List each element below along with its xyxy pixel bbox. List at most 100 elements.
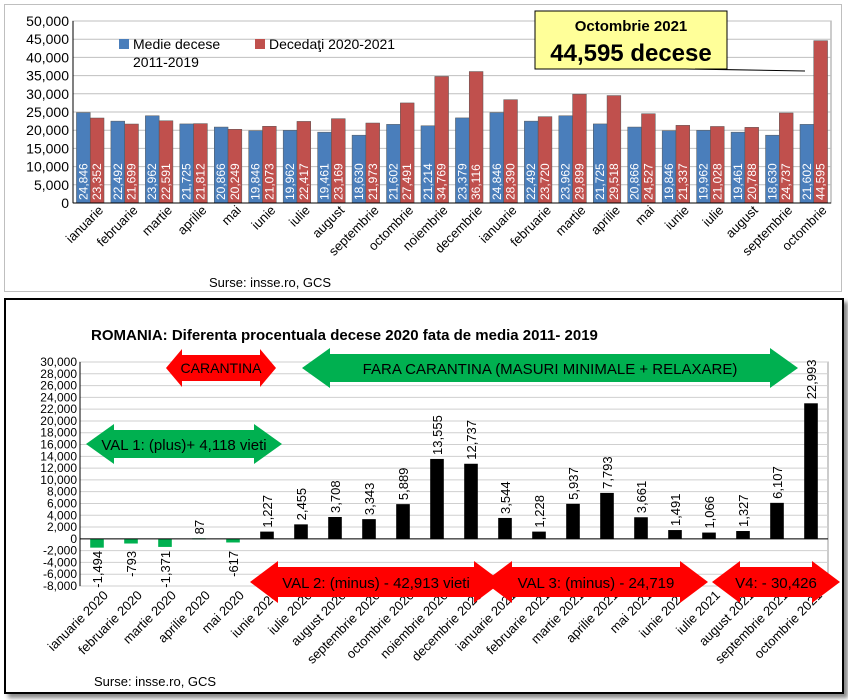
y-tick-label: 2,000: [47, 520, 77, 534]
y-tick-label: 40,000: [26, 49, 69, 65]
y-tick-label: -2,000: [43, 544, 77, 558]
data-label: 20,788: [745, 163, 759, 200]
source-note: Surse: insse.ro, GCS: [209, 275, 331, 290]
y-tick-label: 35,000: [26, 68, 69, 84]
data-label: 24,846: [490, 163, 504, 200]
fara-carantina-arrow: [302, 348, 798, 388]
data-label: 21,337: [676, 163, 690, 200]
data-label: 44,595: [814, 163, 828, 200]
bar-difference: [226, 538, 240, 543]
data-label: 21,973: [366, 163, 380, 200]
x-tick-label: mai: [219, 202, 244, 227]
fara-carantina-label: FARA CARANTINA (MASURI MINIMALE + RELAXA…: [363, 361, 738, 378]
legend-label-deceased: Decedaţi 2020-2021: [269, 36, 395, 52]
y-tick-label: 5,000: [34, 177, 69, 193]
data-label: 21,812: [193, 163, 207, 200]
data-label: 21,602: [386, 163, 400, 200]
val2-label: VAL 2: (minus) - 42,913 vieti: [282, 575, 470, 592]
val3-arrow: [484, 561, 708, 603]
data-label: 3,343: [362, 483, 377, 516]
carantina-arrow: [166, 349, 276, 387]
bar-difference: [362, 519, 376, 539]
y-tick-label: 6,000: [47, 496, 77, 510]
top-chart-panel: 0 5,000 10,000 15,000 20,000 25,000 30,000 35,0…: [4, 4, 842, 292]
callout-box: [534, 10, 806, 72]
bar-difference: [634, 517, 648, 539]
bar-difference: [430, 458, 444, 539]
y-tick-label: 20,000: [26, 122, 69, 138]
data-label: 22,591: [159, 163, 173, 200]
y-tick-label: 0: [61, 195, 69, 211]
data-label: 3,661: [634, 481, 649, 514]
data-label: 27,491: [400, 163, 414, 200]
bar-difference: [600, 492, 614, 539]
bar-difference: [498, 517, 512, 539]
data-label: 5,889: [396, 468, 411, 501]
data-label: 23,962: [559, 163, 573, 200]
data-label: 21,028: [710, 163, 724, 200]
y-tick-label: 24,000: [40, 390, 77, 404]
val1-arrow: [86, 424, 282, 464]
y-tick-label: -4,000: [43, 555, 77, 569]
data-label: 12,737: [464, 420, 479, 460]
x-tick-label: mai: [632, 202, 657, 227]
data-label: -793: [124, 551, 139, 577]
data-label: 28,390: [504, 163, 518, 200]
data-label: 1,227: [260, 495, 275, 528]
data-label: 24,527: [641, 163, 655, 200]
data-label: 21,602: [800, 163, 814, 200]
legend-swatch-deceased: [255, 39, 265, 49]
y-tick-label: 10,000: [26, 159, 69, 175]
data-label: 1,327: [736, 494, 751, 527]
data-label: 23,962: [145, 163, 159, 200]
data-label: 20,249: [228, 163, 242, 200]
bar-difference: [804, 403, 818, 539]
y-tick-label: 15,000: [26, 140, 69, 156]
data-label: 21,073: [262, 163, 276, 200]
y-tick-label: 28,000: [40, 367, 77, 381]
legend-label-average-years: 2011-2019: [133, 54, 199, 70]
x-tick-label: iulie: [699, 203, 726, 230]
data-label: 1,228: [532, 495, 547, 528]
y-tick-label: 0: [70, 532, 77, 546]
data-label: -617: [226, 551, 241, 577]
y-tick-label: 26,000: [40, 379, 77, 393]
data-label: 18,630: [765, 163, 779, 200]
data-label: 19,962: [283, 163, 297, 200]
data-label: 19,846: [249, 163, 263, 200]
y-tick-label: -6,000: [43, 567, 77, 581]
y-tick-label: 18,000: [40, 426, 77, 440]
bar-difference: [566, 503, 580, 539]
x-tick-label: martie: [139, 203, 175, 239]
data-label: 20,866: [214, 163, 228, 200]
monthly-deaths-chart: 0 5,000 10,000 15,000 20,000 25,000 30,000 35,0…: [26, 10, 832, 290]
y-tick-label: -8,000: [43, 579, 77, 593]
y-tick-label: 50,000: [26, 13, 69, 29]
val4-label: V4: - 30,426: [735, 575, 817, 592]
bar-difference: [328, 516, 342, 539]
x-tick-label: aprilie: [588, 203, 623, 238]
x-tick-label: aprilie: [174, 203, 209, 238]
bar-difference: [90, 538, 104, 548]
y-tick-label: 10,000: [40, 473, 77, 487]
data-label: 21,214: [421, 163, 435, 200]
bar-difference: [294, 524, 308, 539]
data-label: 13,555: [430, 415, 445, 455]
x-tick-label: martie: [552, 203, 588, 239]
data-label: 1,066: [702, 496, 717, 529]
y-tick-label: 25,000: [26, 104, 69, 120]
data-label: 22,492: [111, 163, 125, 200]
data-label: 21,725: [593, 163, 607, 200]
y-tick-label: 14,000: [40, 449, 77, 463]
data-label: 5,937: [566, 467, 581, 500]
val1-label: VAL 1: (plus)+ 4,118 vieti: [101, 437, 266, 454]
data-label: 22,993: [804, 360, 819, 400]
data-label: 22,492: [524, 163, 538, 200]
data-label: 24,846: [76, 163, 90, 200]
carantina-label: CARANTINA: [181, 360, 263, 376]
data-label: 1,491: [668, 494, 683, 527]
val3-label: VAL 3: (minus) - 24,719: [518, 575, 675, 592]
data-label: 18,630: [352, 163, 366, 200]
callout-value: 44,595 decese: [550, 40, 711, 67]
excess-deaths-chart: ROMANIA: Diferenta procentuala decese 20…: [40, 327, 840, 689]
